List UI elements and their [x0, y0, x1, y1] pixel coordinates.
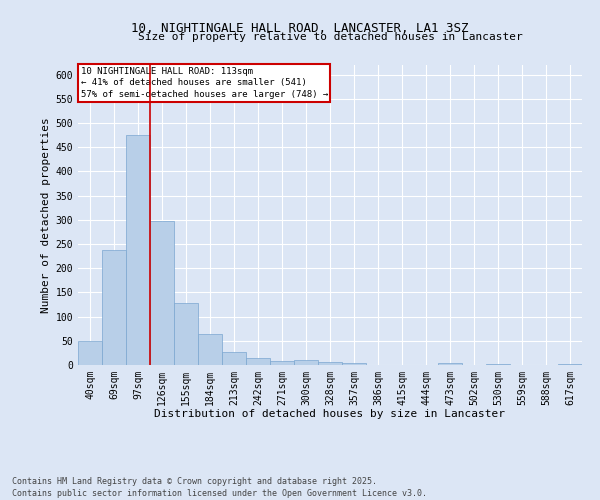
Bar — [102, 250, 126, 365]
Bar — [486, 364, 510, 365]
Bar — [438, 363, 462, 365]
Bar — [270, 361, 294, 365]
Bar — [318, 362, 342, 365]
Bar — [198, 334, 222, 365]
Bar — [78, 342, 102, 365]
Text: Contains HM Land Registry data © Crown copyright and database right 2025.
Contai: Contains HM Land Registry data © Crown c… — [12, 476, 427, 498]
Bar — [126, 135, 150, 365]
X-axis label: Distribution of detached houses by size in Lancaster: Distribution of detached houses by size … — [155, 410, 505, 420]
Bar — [342, 362, 366, 365]
Text: 10, NIGHTINGALE HALL ROAD, LANCASTER, LA1 3SZ: 10, NIGHTINGALE HALL ROAD, LANCASTER, LA… — [131, 22, 469, 36]
Title: Size of property relative to detached houses in Lancaster: Size of property relative to detached ho… — [137, 32, 523, 42]
Text: 10 NIGHTINGALE HALL ROAD: 113sqm
← 41% of detached houses are smaller (541)
57% : 10 NIGHTINGALE HALL ROAD: 113sqm ← 41% o… — [80, 66, 328, 99]
Bar — [222, 352, 246, 365]
Bar — [150, 221, 174, 365]
Bar — [246, 358, 270, 365]
Bar — [558, 364, 582, 365]
Bar — [174, 303, 198, 365]
Y-axis label: Number of detached properties: Number of detached properties — [41, 117, 52, 313]
Bar — [294, 360, 318, 365]
